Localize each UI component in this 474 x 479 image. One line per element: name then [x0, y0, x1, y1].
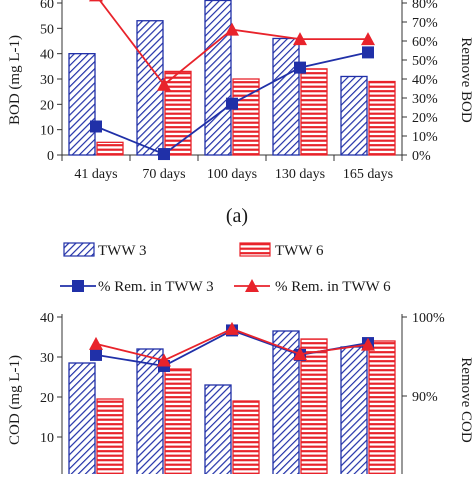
legend-item-tww3: TWW 3	[63, 242, 146, 259]
bod-y-tick-label: 30	[40, 73, 54, 88]
bod-bar-tww6	[368, 80, 396, 156]
bod-bar-tww6	[232, 78, 260, 156]
legend-item-rem6: % Rem. in TWW 6	[234, 279, 391, 295]
legend-label-tww6: TWW 6	[275, 243, 324, 259]
cod-marker-rem6	[89, 336, 103, 350]
bod-y-tick-label: 50	[40, 22, 54, 37]
cod-marker-rem6	[157, 353, 171, 367]
bod-marker-rem3	[90, 120, 102, 133]
cod-bar-tww6	[164, 368, 192, 479]
cod-y2-tick-label: 100%	[412, 311, 445, 326]
bod-x-tick-label: 130 days	[275, 167, 325, 182]
legend-label-tww3: TWW 3	[98, 243, 146, 259]
cod-marker-rem6	[293, 347, 307, 361]
bod-y-tick-label: 60	[40, 0, 54, 12]
bod-y-tick-label: 10	[40, 124, 54, 139]
bod-y2-tick-label: 0%	[412, 149, 431, 164]
bod-y2-axis-label: Remove BOD	[458, 37, 474, 123]
cod-bar-tww6	[368, 340, 396, 479]
bod-marker-rem6	[361, 32, 375, 46]
cod-bar-tww6	[300, 338, 328, 479]
cod-chart: 10 20 30 40 90% 100% COD (mg L-1) Remove COD	[7, 311, 474, 479]
bod-marker-rem3	[158, 148, 170, 161]
legend-item-rem3: % Rem. in TWW 3	[60, 279, 214, 295]
cod-bar-tww6	[232, 400, 260, 479]
bod-marker-rem3	[362, 46, 374, 59]
legend: TWW 3 TWW 6 % Rem. in TWW 3 % Rem. in TW…	[60, 242, 391, 295]
legend-marker-rem6	[245, 279, 259, 292]
cod-bar-tww6	[96, 398, 124, 479]
bod-marker-rem3	[294, 61, 306, 74]
cod-y-tick-label: 40	[40, 311, 54, 326]
bod-bar-tww3	[68, 53, 96, 156]
cod-marker-rem6	[361, 337, 375, 351]
bod-y2-tick-label: 60%	[412, 35, 438, 50]
bod-y-tick-label: 20	[40, 98, 54, 113]
cod-y-tick-label: 30	[40, 351, 54, 366]
bod-bar-tww3	[340, 75, 368, 156]
cod-marker-rem3	[90, 348, 102, 361]
bod-x-tick-label: 165 days	[343, 167, 393, 182]
bod-bar-tww6	[300, 68, 328, 156]
legend-label-rem6: % Rem. in TWW 6	[275, 279, 391, 295]
legend-swatch-tww3	[63, 242, 95, 257]
bod-marker-rem6	[89, 0, 103, 2]
bod-marker-rem6	[225, 22, 239, 36]
bod-bar-tww6	[96, 141, 124, 156]
cod-y-tick-label: 20	[40, 391, 54, 406]
cod-y-tick-label: 10	[40, 431, 54, 446]
bod-y2-tick-label: 50%	[412, 54, 438, 69]
bod-y-tick-label: 0	[47, 149, 54, 164]
cod-y2-axis-label: Remove COD	[458, 357, 474, 443]
bod-y-axis-label: BOD (mg L-1)	[7, 35, 23, 125]
bod-y2-tick-label: 20%	[412, 111, 438, 126]
bod-y2-tick-label: 40%	[412, 73, 438, 88]
cod-bar-tww3	[204, 384, 232, 479]
legend-item-tww6: TWW 6	[239, 242, 324, 259]
bod-bar-tww3	[204, 0, 232, 156]
bod-marker-rem3	[226, 97, 238, 110]
cod-bar-tww3	[68, 362, 96, 479]
bod-y-tick-label: 40	[40, 48, 54, 63]
bod-x-tick-label: 70 days	[142, 167, 185, 182]
bod-marker-rem6	[157, 77, 171, 91]
cod-y2-tick-label: 90%	[412, 390, 438, 405]
cod-bar-tww3	[340, 346, 368, 479]
cod-marker-rem6	[225, 321, 239, 335]
bod-bar-tww6	[164, 70, 192, 156]
bod-y2-tick-label: 10%	[412, 130, 438, 145]
bod-y2-tick-label: 30%	[412, 92, 438, 107]
panel-label: (a)	[226, 205, 248, 227]
bod-y2-tick-label: 80%	[412, 0, 438, 12]
legend-label-rem3: % Rem. in TWW 3	[98, 279, 214, 295]
bod-x-tick-label: 100 days	[207, 167, 257, 182]
legend-marker-rem3	[72, 280, 84, 292]
bod-bar-tww3	[272, 37, 300, 156]
bod-y2-tick-label: 70%	[412, 16, 438, 31]
bod-chart: 0 10 20 30 40 50 60 0% 10% 20% 30% 40% 50% 60% 70% 80% B…	[7, 0, 474, 182]
cod-y-axis-label: COD (mg L-1)	[7, 355, 23, 445]
bod-x-tick-label: 41 days	[74, 167, 117, 182]
bod-marker-rem6	[293, 32, 307, 46]
legend-swatch-tww6	[239, 242, 271, 257]
